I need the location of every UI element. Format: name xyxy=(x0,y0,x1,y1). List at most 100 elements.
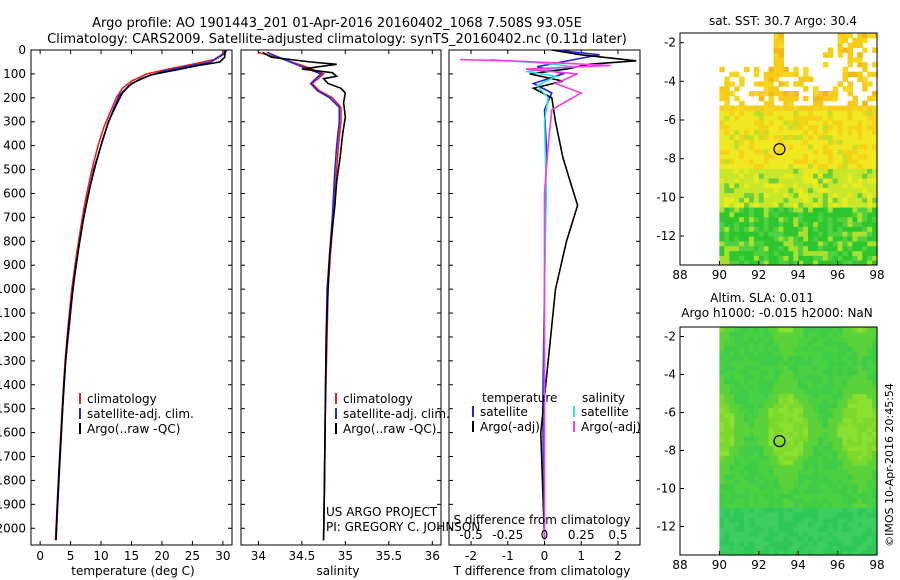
sst_map-cell xyxy=(847,240,853,247)
sla_map-cell xyxy=(729,412,735,418)
sst_map-cell xyxy=(822,105,829,111)
sla_map-cell xyxy=(808,498,814,504)
sst_map-cell xyxy=(753,260,760,266)
sst_map-cell xyxy=(852,211,858,218)
sla_map-cell xyxy=(817,536,824,542)
sla_map-cell xyxy=(753,445,760,452)
sst_map-cell xyxy=(744,250,750,256)
sst_map-cell xyxy=(832,129,839,136)
sla_map-cell xyxy=(867,526,873,532)
sst_map-cell xyxy=(847,226,853,232)
sla_map-cell xyxy=(778,545,784,551)
sla_map-cell xyxy=(758,398,765,404)
sla_map-cell xyxy=(803,469,809,475)
sla_map-cell xyxy=(837,374,844,380)
sst_map-cell xyxy=(842,105,848,111)
sla_map-cell xyxy=(744,431,750,437)
sla_map-cell xyxy=(832,360,839,366)
sla_map-cell xyxy=(872,393,878,399)
sla_map-cell xyxy=(719,445,725,452)
sla_map-cell xyxy=(793,412,799,418)
sla_map-cell xyxy=(753,360,760,366)
sst_map-cell xyxy=(842,260,848,266)
sst_map-cell xyxy=(837,178,844,184)
sla_map-cell xyxy=(862,407,868,414)
sla_map-cell xyxy=(867,374,873,380)
sla_map-cell xyxy=(783,331,789,338)
sla_map-cell xyxy=(867,502,873,509)
sst_map-cell xyxy=(817,192,824,198)
sst_map-cell xyxy=(827,207,834,213)
sst_map-cell xyxy=(768,76,775,82)
sst_map-cell xyxy=(749,236,755,242)
sst_map-cell xyxy=(822,52,829,58)
sla_map-cell xyxy=(793,346,799,352)
sla_map-cell xyxy=(788,426,794,433)
sst_map-cell xyxy=(729,216,735,223)
sst_map-cell xyxy=(783,178,789,184)
sst_map-cell xyxy=(773,42,780,49)
sst_map-cell xyxy=(862,221,868,227)
sla_map-cell xyxy=(837,426,844,433)
sla_map-cell xyxy=(788,479,794,485)
sla_map-cell xyxy=(773,369,780,376)
sla_map-cell xyxy=(827,517,834,523)
sla_map-cell xyxy=(778,469,784,475)
sst_map-cell xyxy=(788,105,794,111)
sla_map-cell xyxy=(832,388,839,395)
sst_map-cell xyxy=(847,182,853,189)
sla_map-cell xyxy=(773,327,780,333)
sla_map-cell xyxy=(867,436,873,442)
sla_map-cell xyxy=(739,369,745,376)
sla_map-cell xyxy=(827,455,834,461)
sla_map-cell xyxy=(847,412,853,418)
sst_map-cell xyxy=(827,91,834,97)
sst_map-cell xyxy=(724,207,730,213)
sla_map-cell xyxy=(803,422,809,428)
sla_map-cell xyxy=(763,327,770,333)
sst_map-cell xyxy=(808,187,814,194)
sst_map-cell xyxy=(862,149,868,155)
sst_map-cell xyxy=(862,211,868,218)
sla_map-cell xyxy=(729,479,735,485)
sst_map-cell xyxy=(872,71,878,78)
sst_map-cell xyxy=(744,216,750,223)
sst_map-cell xyxy=(734,115,740,121)
sst_map-cell xyxy=(813,168,819,174)
sla_map-cell xyxy=(793,460,799,466)
sla_map-cell xyxy=(793,493,799,499)
sst_map-cell xyxy=(763,71,770,78)
sla_map-cell xyxy=(867,455,873,461)
sla_map-cell xyxy=(719,536,725,542)
sla_map-cell xyxy=(852,521,858,528)
sla_map-cell xyxy=(847,526,853,532)
sla_map-cell xyxy=(758,455,765,461)
sst_map-cell xyxy=(842,231,848,237)
sst_map-cell xyxy=(808,226,814,232)
sla_map-cell xyxy=(763,365,770,371)
sla_map-cell xyxy=(768,403,775,409)
sst_map-cell xyxy=(808,178,814,184)
sla_map-cell xyxy=(724,536,730,542)
sst_map-cell xyxy=(729,129,735,136)
sst_map-cell xyxy=(822,168,829,174)
sla_map-cell xyxy=(822,393,829,399)
sst_map-cell xyxy=(753,149,760,155)
sst_map-cell xyxy=(832,149,839,155)
sst_map-cell xyxy=(847,120,853,126)
sst_map-cell xyxy=(817,240,824,247)
sla_map-cell xyxy=(744,517,750,523)
sla_map-cell xyxy=(837,483,844,490)
sla_map-cell xyxy=(832,374,839,380)
sst_map-cell xyxy=(872,129,878,136)
sst_map-cell xyxy=(813,207,819,213)
sla_map-cell xyxy=(758,521,765,528)
sst_map-cell xyxy=(862,178,868,184)
sla_map-cell xyxy=(817,407,824,414)
sla_map-cell xyxy=(817,479,824,485)
sla_map-cell xyxy=(749,403,755,409)
sla_map-cell xyxy=(822,360,829,366)
sla_map-cell xyxy=(768,469,775,475)
sst_map-cell xyxy=(867,158,873,165)
sst_map-cell xyxy=(783,139,789,145)
